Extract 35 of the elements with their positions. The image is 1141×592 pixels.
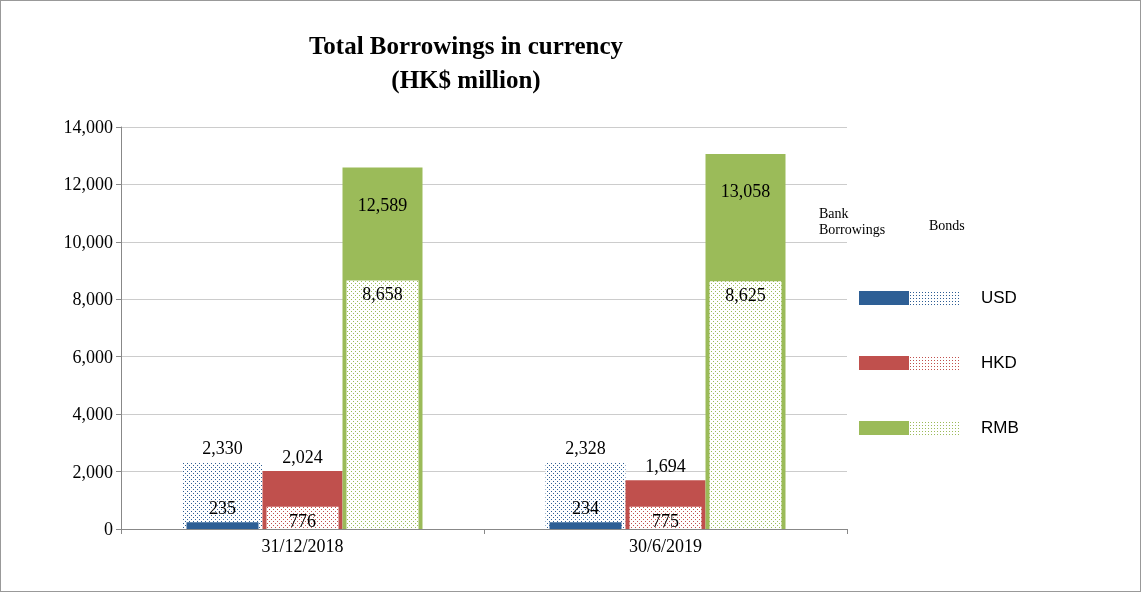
y-tick-label: 10,000 bbox=[63, 231, 113, 252]
text: Bonds bbox=[929, 218, 965, 234]
legend-label: USD bbox=[981, 288, 1017, 308]
bar bbox=[186, 522, 259, 529]
data-label: 2,024 bbox=[282, 446, 323, 467]
data-label: 2,328 bbox=[565, 438, 606, 459]
legend-label: RMB bbox=[981, 418, 1019, 438]
bar bbox=[709, 281, 782, 529]
y-tick-label: 2,000 bbox=[72, 461, 113, 482]
chart-title: Total Borrowings in currency (HK$ million) bbox=[308, 31, 624, 94]
data-label: 235 bbox=[209, 498, 236, 519]
y-tick-label: 8,000 bbox=[72, 289, 113, 310]
bar bbox=[182, 462, 263, 529]
data-label: 1,694 bbox=[645, 456, 686, 477]
data-label: 776 bbox=[289, 510, 316, 531]
x-tick-label: 30/6/2019 bbox=[628, 536, 703, 556]
bar bbox=[346, 280, 419, 529]
y-tick-label: 12,000 bbox=[63, 174, 113, 195]
y-tick-label: 6,000 bbox=[72, 346, 113, 367]
annotation: Bank Borrowings bbox=[819, 206, 886, 238]
bar bbox=[545, 462, 626, 529]
data-label: 12,589 bbox=[357, 194, 408, 215]
data-label: 234 bbox=[572, 498, 599, 519]
data-label: 2,330 bbox=[202, 438, 243, 459]
data-label: 13,058 bbox=[720, 181, 771, 202]
bar bbox=[549, 522, 622, 529]
y-tick-label: 0 bbox=[104, 519, 113, 539]
y-tick-label: 14,000 bbox=[63, 117, 113, 137]
x-tick-label: 31/12/2018 bbox=[261, 536, 344, 556]
bar bbox=[629, 506, 702, 529]
data-label: 8,658 bbox=[362, 284, 403, 305]
data-label: 775 bbox=[652, 510, 679, 531]
legend-label: HKD bbox=[981, 353, 1017, 373]
data-label: 8,625 bbox=[725, 285, 766, 306]
y-tick-label: 4,000 bbox=[72, 404, 113, 425]
